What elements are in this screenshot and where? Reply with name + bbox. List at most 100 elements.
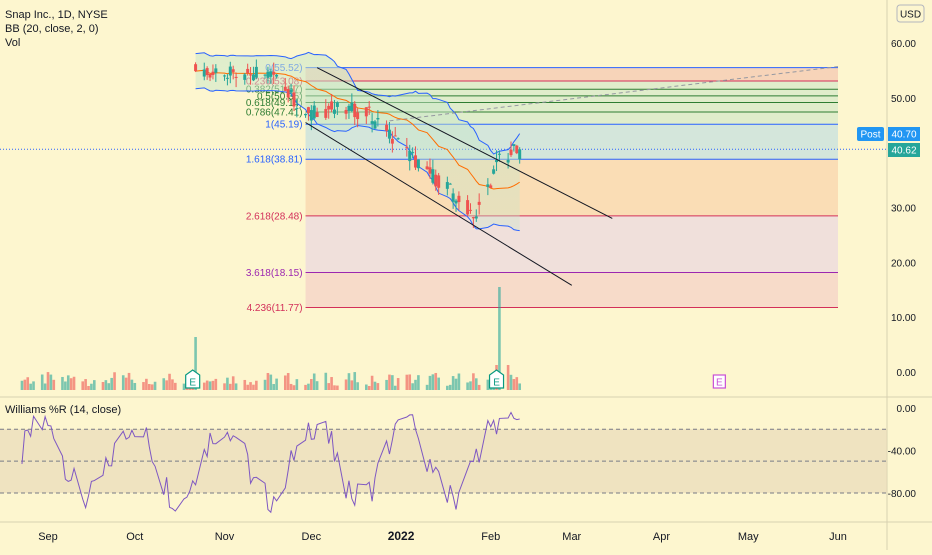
candle-body bbox=[408, 150, 412, 162]
earnings-marker[interactable]: E bbox=[488, 369, 505, 389]
williams-r-axis[interactable]: 0.00 -40.00 -80.00 bbox=[888, 404, 917, 500]
volume-bar bbox=[133, 382, 137, 390]
volume-bar bbox=[437, 377, 440, 390]
vol-legend[interactable]: Vol bbox=[5, 37, 21, 49]
volume-bar bbox=[223, 383, 226, 390]
volume-bar bbox=[472, 373, 475, 390]
post-market-badge: Post 40.70 bbox=[857, 127, 920, 141]
candle-body bbox=[312, 105, 316, 119]
volume-bar bbox=[353, 372, 357, 390]
candle-body bbox=[468, 209, 472, 211]
fib-retracement[interactable]: 0(55.52)0.236(53.08)0.382(51.57)0.5(50.3… bbox=[0, 63, 887, 314]
volume-bar bbox=[312, 373, 316, 390]
earnings-marker[interactable]: E bbox=[712, 374, 726, 389]
volume-bar bbox=[87, 385, 90, 390]
currency-badge[interactable]: USD bbox=[896, 4, 925, 23]
volume-bar bbox=[182, 383, 186, 390]
trend-channel[interactable] bbox=[305, 66, 839, 286]
volume-bar bbox=[408, 374, 412, 390]
volume-bar bbox=[130, 379, 134, 390]
candle-body bbox=[225, 77, 229, 79]
volume-bar bbox=[367, 385, 371, 390]
candle-body bbox=[332, 109, 336, 114]
candle-body bbox=[194, 64, 198, 72]
wr-legend[interactable]: Williams %R (14, close) bbox=[5, 404, 122, 416]
volume-bar bbox=[431, 374, 435, 390]
volume-bar bbox=[370, 375, 374, 390]
volume-bar bbox=[350, 380, 354, 390]
candle-body bbox=[414, 155, 418, 168]
volume-bar bbox=[243, 379, 247, 390]
candle-body bbox=[344, 109, 348, 114]
candle-body bbox=[457, 195, 461, 203]
volume-bar bbox=[107, 383, 111, 390]
candle-body bbox=[324, 108, 328, 118]
volume-bar bbox=[43, 383, 47, 390]
candle-body bbox=[234, 76, 238, 78]
volume-bar bbox=[66, 375, 70, 390]
volume-bar bbox=[93, 380, 96, 390]
volume-bar bbox=[226, 377, 229, 390]
candle-body bbox=[376, 118, 380, 120]
volume-bar bbox=[405, 374, 409, 390]
volume-bar bbox=[498, 287, 501, 390]
volume-bar bbox=[81, 381, 85, 390]
channel-lower-line[interactable] bbox=[305, 122, 573, 286]
volume-bar bbox=[376, 383, 380, 390]
volume-bar bbox=[506, 365, 510, 390]
volume-bar bbox=[168, 373, 171, 390]
earnings-marker-shape bbox=[488, 369, 505, 389]
wr-line bbox=[21, 411, 520, 514]
candle-body bbox=[515, 145, 519, 154]
volume-bar bbox=[333, 385, 336, 390]
channel-upper-line[interactable] bbox=[316, 67, 613, 219]
projection-dashed-line[interactable] bbox=[389, 66, 839, 122]
candle-body bbox=[454, 200, 458, 204]
williams-r-pane[interactable] bbox=[0, 411, 887, 514]
symbol-legend[interactable]: Snap Inc., 1D, NYSE bbox=[5, 9, 108, 21]
volume-bar bbox=[414, 379, 417, 390]
candle-body bbox=[214, 68, 218, 73]
volume-bar bbox=[231, 376, 235, 390]
bb-legend[interactable]: BB (20, close, 2, 0) bbox=[5, 23, 99, 35]
volume-bar bbox=[466, 382, 469, 390]
volume-bar bbox=[26, 377, 30, 390]
volume-bar bbox=[234, 383, 238, 390]
time-tick-label: Jun bbox=[829, 531, 847, 543]
candle-body bbox=[350, 102, 354, 111]
price-tick-label: 0.00 bbox=[897, 368, 917, 379]
volume-bar bbox=[347, 373, 351, 390]
volume-bar bbox=[121, 375, 125, 390]
candle-body bbox=[208, 74, 212, 78]
earnings-marker[interactable]: E bbox=[185, 369, 201, 389]
post-label: Post bbox=[860, 130, 880, 141]
volume-bar bbox=[29, 383, 32, 390]
candle-body bbox=[283, 86, 287, 91]
volume-bar bbox=[451, 376, 455, 390]
candle-body bbox=[286, 88, 290, 98]
volume-bar bbox=[428, 375, 432, 390]
time-tick-label: Dec bbox=[302, 531, 322, 543]
fib-zone bbox=[305, 215, 838, 273]
candle-body bbox=[266, 71, 270, 78]
candle-body bbox=[416, 159, 420, 169]
volume-bar bbox=[162, 378, 166, 390]
volume-bar bbox=[469, 381, 472, 390]
price-tick-label: 10.00 bbox=[891, 313, 916, 324]
chart-legend: Snap Inc., 1D, NYSE BB (20, close, 2, 0)… bbox=[5, 8, 108, 50]
time-axis[interactable]: Sep Oct Nov Dec 2022 Feb Mar Apr May Jun bbox=[38, 529, 847, 543]
price-tick-label: 30.00 bbox=[891, 204, 916, 215]
earnings-marker-label: E bbox=[493, 378, 500, 389]
earnings-marker-label: E bbox=[189, 378, 196, 389]
candle-body bbox=[356, 112, 360, 120]
volume-bar bbox=[32, 381, 35, 390]
volume-bar bbox=[310, 379, 313, 390]
volume-bar bbox=[255, 380, 258, 390]
candle-body bbox=[335, 102, 339, 107]
volume-bar bbox=[292, 385, 296, 390]
fib-level-label: 0.5(50.35) bbox=[257, 91, 303, 102]
